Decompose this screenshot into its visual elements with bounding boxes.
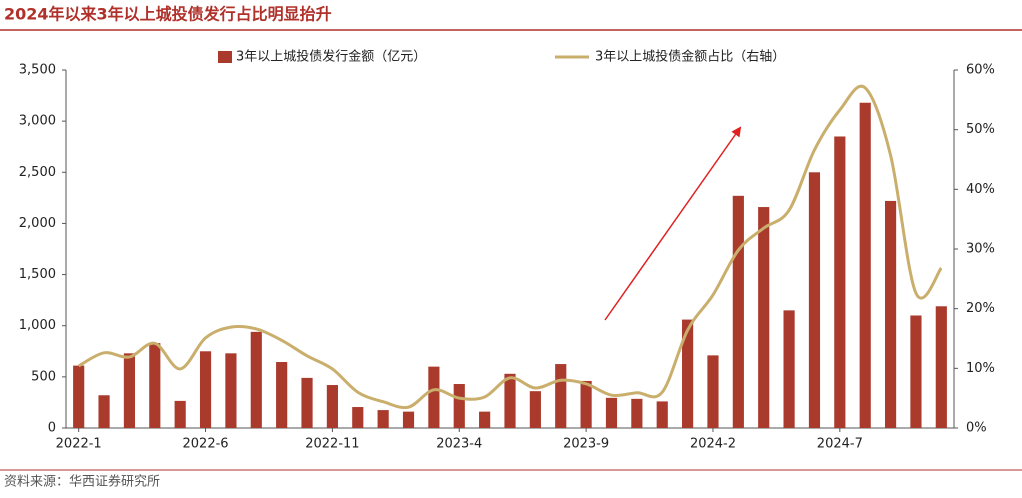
legend-label: 3年以上城投债金额占比（右轴）	[595, 49, 785, 65]
y-tick-label: 2,000	[19, 216, 56, 231]
x-tick-label: 2023-4	[436, 437, 482, 452]
y2-tick-label: 40%	[966, 182, 995, 197]
y-tick-label: 3,000	[19, 114, 56, 129]
bar	[859, 102, 871, 428]
y-tick-label: 0	[48, 421, 56, 436]
bar	[555, 364, 567, 428]
x-tick-label: 2024-7	[817, 437, 863, 452]
trend-arrow	[604, 126, 742, 321]
x-tick-label: 2023-9	[563, 437, 609, 452]
y-tick-label: 3,500	[19, 63, 56, 78]
bar	[910, 315, 922, 428]
y-tick-label: 2,500	[19, 165, 56, 180]
legend-label: 3年以上城投债发行金额（亿元）	[236, 49, 426, 65]
bar	[605, 397, 618, 428]
bar	[174, 400, 186, 428]
bar	[783, 310, 795, 428]
bar	[529, 391, 541, 428]
page-title: 2024年以来3年以上城投债发行占比明显抬升	[4, 5, 332, 24]
y-tick-label: 1,500	[19, 267, 56, 282]
bar	[732, 195, 744, 428]
bar	[884, 200, 897, 428]
x-tick-label: 2022-1	[56, 437, 102, 452]
bar	[707, 355, 719, 428]
x-tick-label: 2022-11	[305, 437, 359, 452]
bar	[250, 331, 262, 428]
bar	[225, 353, 237, 428]
bar	[631, 398, 643, 428]
bar	[428, 366, 440, 428]
bar	[935, 306, 947, 428]
bar	[808, 172, 821, 428]
x-tick-label: 2022-6	[183, 437, 229, 452]
bar	[402, 411, 415, 428]
bar	[453, 384, 465, 428]
bar	[301, 377, 313, 428]
y2-tick-label: 20%	[966, 301, 995, 316]
line	[77, 84, 943, 410]
bar	[504, 373, 516, 428]
bar	[276, 362, 288, 428]
bar	[656, 401, 668, 428]
bar	[479, 411, 491, 428]
bar	[377, 410, 389, 428]
y2-tick-label: 50%	[966, 122, 995, 137]
y-tick-label: 1,000	[19, 318, 56, 333]
bar	[682, 319, 694, 428]
y2-tick-label: 0%	[966, 421, 987, 436]
legend-swatch	[218, 51, 232, 63]
bar	[73, 365, 85, 428]
y2-tick-label: 10%	[966, 361, 995, 376]
x-tick-label: 2024-2	[690, 437, 736, 452]
bar	[149, 343, 161, 428]
bar	[123, 353, 136, 428]
y2-tick-label: 60%	[966, 63, 995, 78]
bar	[199, 351, 212, 428]
bar	[352, 407, 364, 428]
bar	[758, 207, 770, 428]
bar	[98, 395, 110, 428]
source-note: 资料来源：华西证券研究所	[4, 474, 160, 490]
bar	[326, 385, 338, 428]
y2-tick-label: 30%	[966, 242, 995, 257]
bar	[834, 136, 846, 428]
bar	[580, 380, 592, 428]
y-tick-label: 500	[31, 369, 56, 384]
